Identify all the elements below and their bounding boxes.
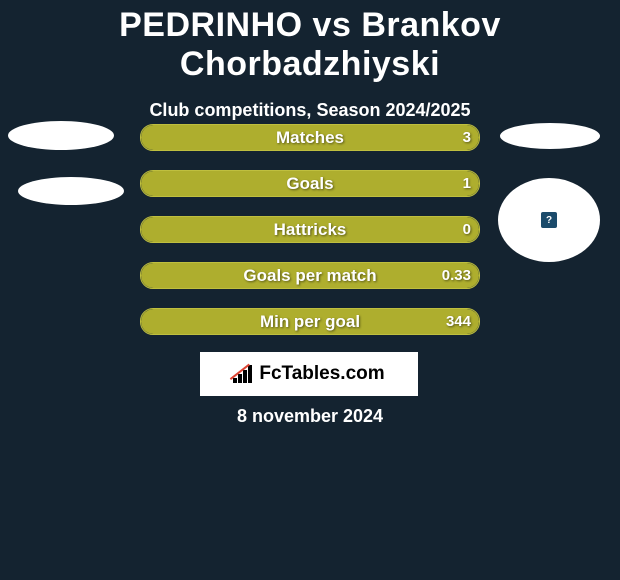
generated-date: 8 november 2024 bbox=[0, 406, 620, 427]
bar-chart-icon bbox=[233, 365, 255, 383]
compare-subtitle: Club competitions, Season 2024/2025 bbox=[0, 100, 620, 121]
stat-row: Hattricks0 bbox=[140, 216, 480, 243]
player2-club-placeholder: ? bbox=[498, 178, 600, 262]
stat-row: Goals per match0.33 bbox=[140, 262, 480, 289]
stat-label: Hattricks bbox=[141, 217, 479, 242]
stat-row: Matches3 bbox=[140, 124, 480, 151]
player1-photo-placeholder bbox=[8, 121, 114, 150]
stat-label: Matches bbox=[141, 125, 479, 150]
fctables-logo[interactable]: FcTables.com bbox=[200, 352, 418, 396]
logo-text: FcTables.com bbox=[259, 363, 384, 385]
stat-row: Min per goal344 bbox=[140, 308, 480, 335]
stat-label: Min per goal bbox=[141, 309, 479, 334]
player1-name: PEDRINHO bbox=[119, 6, 302, 44]
stat-row: Goals1 bbox=[140, 170, 480, 197]
stat-label: Goals bbox=[141, 171, 479, 196]
player2-photo-placeholder bbox=[500, 123, 600, 149]
stat-value-right: 3 bbox=[463, 125, 471, 150]
stat-value-right: 1 bbox=[463, 171, 471, 196]
stat-value-right: 344 bbox=[446, 309, 471, 334]
stat-label: Goals per match bbox=[141, 263, 479, 288]
unknown-badge-icon: ? bbox=[541, 212, 557, 228]
player1-club-placeholder bbox=[18, 177, 124, 205]
vs-label: vs bbox=[313, 6, 352, 44]
stat-value-right: 0 bbox=[463, 217, 471, 242]
compare-title: PEDRINHO vs Brankov Chorbadzhiyski bbox=[0, 0, 620, 84]
stat-value-right: 0.33 bbox=[442, 263, 471, 288]
stats-bars: Matches3Goals1Hattricks0Goals per match0… bbox=[140, 124, 480, 354]
